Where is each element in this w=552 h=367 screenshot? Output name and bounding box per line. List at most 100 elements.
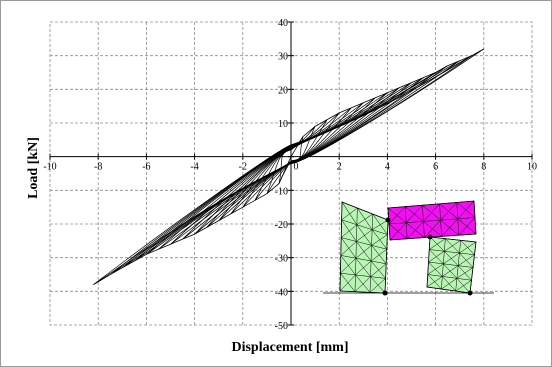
mesh-diagonal <box>371 234 388 246</box>
mesh-diagonal <box>340 255 356 276</box>
x-tick-label: -6 <box>142 162 150 173</box>
mesh-diagonal <box>341 201 358 225</box>
mesh-line <box>341 201 389 221</box>
x-tick-label: 2 <box>337 162 342 173</box>
mesh-line <box>341 219 388 235</box>
mesh-diagonal <box>444 240 461 252</box>
mesh-line <box>427 274 472 281</box>
curves <box>93 48 484 285</box>
hinge-point <box>382 290 388 296</box>
mesh-line <box>340 255 387 265</box>
mesh-diagonal <box>441 278 458 290</box>
mesh-line <box>339 201 343 292</box>
mesh-diagonal <box>370 260 386 279</box>
x-tick-label: -2 <box>239 162 247 173</box>
positive-envelope <box>290 48 484 157</box>
mesh-diagonal <box>423 203 440 222</box>
y-tick-label: 10 <box>278 119 288 130</box>
mesh-diagonal <box>356 229 373 242</box>
mesh-diagonal <box>355 260 372 276</box>
mesh-line <box>429 249 475 255</box>
mesh-diagonal <box>341 219 357 242</box>
mesh-line <box>384 219 389 294</box>
y-tick-label: 40 <box>278 18 288 29</box>
y-tick-label: -20 <box>275 220 288 231</box>
mesh-diagonal <box>440 202 457 221</box>
x-tick-label: 0 <box>294 162 299 173</box>
y-tick-label: -40 <box>275 287 288 298</box>
mesh-diagonal <box>459 241 477 254</box>
mesh-diagonal <box>427 263 444 275</box>
mesh-diagonal <box>441 218 458 237</box>
mesh-diagonal <box>369 278 386 293</box>
mesh-diagonal <box>442 265 459 277</box>
mesh-diagonal <box>340 241 357 256</box>
mesh-diagonal <box>443 252 460 265</box>
x-tick-label: -8 <box>94 162 102 173</box>
mesh-line <box>341 237 387 250</box>
mesh-line <box>428 261 474 268</box>
mesh-diagonal <box>457 200 475 219</box>
mesh-line <box>354 207 358 292</box>
x-tick-label: 6 <box>433 162 438 173</box>
mesh-diagonal <box>407 221 424 239</box>
mesh-diagonal <box>455 280 472 292</box>
mesh-line <box>339 290 386 294</box>
inset-specimen-schematic <box>323 200 494 296</box>
x-tick-label: 10 <box>527 162 537 173</box>
mesh-diagonal <box>429 238 446 250</box>
mesh-diagonal <box>340 273 356 292</box>
y-tick-label: -30 <box>275 254 288 265</box>
mesh-diagonal <box>456 267 474 279</box>
mesh-diagonal <box>340 237 357 259</box>
x-tick-label: 8 <box>481 162 486 173</box>
mesh-diagonal <box>357 207 373 230</box>
mesh-diagonal <box>372 213 388 235</box>
mesh-diagonal <box>370 263 387 277</box>
x-tick-label: -10 <box>43 162 56 173</box>
hinge-point <box>427 234 433 240</box>
mesh-diagonal <box>428 251 445 263</box>
mesh-diagonal <box>341 207 358 221</box>
mesh-diagonal <box>341 224 358 238</box>
mesh-line <box>388 217 476 225</box>
mesh-diagonal <box>354 276 371 292</box>
mesh-diagonal <box>356 241 372 262</box>
mesh-diagonal <box>339 274 356 292</box>
mesh-diagonal <box>389 222 407 241</box>
hinge-point <box>467 290 473 296</box>
mesh-line <box>426 286 471 294</box>
mesh-diagonal <box>356 224 372 246</box>
mesh-diagonal <box>340 258 357 274</box>
negative-envelope <box>93 156 292 285</box>
mesh-diagonal <box>355 274 371 293</box>
mesh-diagonal <box>406 205 423 223</box>
mesh-line <box>369 213 373 293</box>
mesh-line <box>387 200 475 209</box>
y-tick-label: 20 <box>278 85 288 96</box>
mesh-diagonal <box>458 217 476 236</box>
mesh-line <box>340 272 386 279</box>
mesh-diagonal <box>424 219 441 238</box>
y-tick-label: 30 <box>278 52 288 63</box>
hinge-point <box>385 217 391 223</box>
x-axis-label: Displacement [mm] <box>231 340 348 355</box>
mesh-diagonal <box>372 219 389 230</box>
mesh-diagonal <box>371 229 387 250</box>
mesh-diagonal <box>370 276 386 294</box>
mesh-diagonal <box>458 254 475 266</box>
mesh-diagonal <box>388 206 406 225</box>
mesh-diagonal <box>371 245 387 264</box>
x-tick-label: 4 <box>385 162 390 173</box>
y-tick-label: -50 <box>275 321 288 332</box>
y-axis-label: Load [kN] <box>26 137 41 199</box>
y-tick-label: -10 <box>275 186 288 197</box>
mesh-line <box>429 236 477 243</box>
mesh-diagonal <box>355 245 372 259</box>
mesh-diagonal <box>356 213 373 225</box>
mesh-line <box>389 233 477 241</box>
mesh-diagonal <box>355 258 371 277</box>
mesh-diagonal <box>426 276 443 288</box>
mesh-diagonal <box>370 248 387 262</box>
